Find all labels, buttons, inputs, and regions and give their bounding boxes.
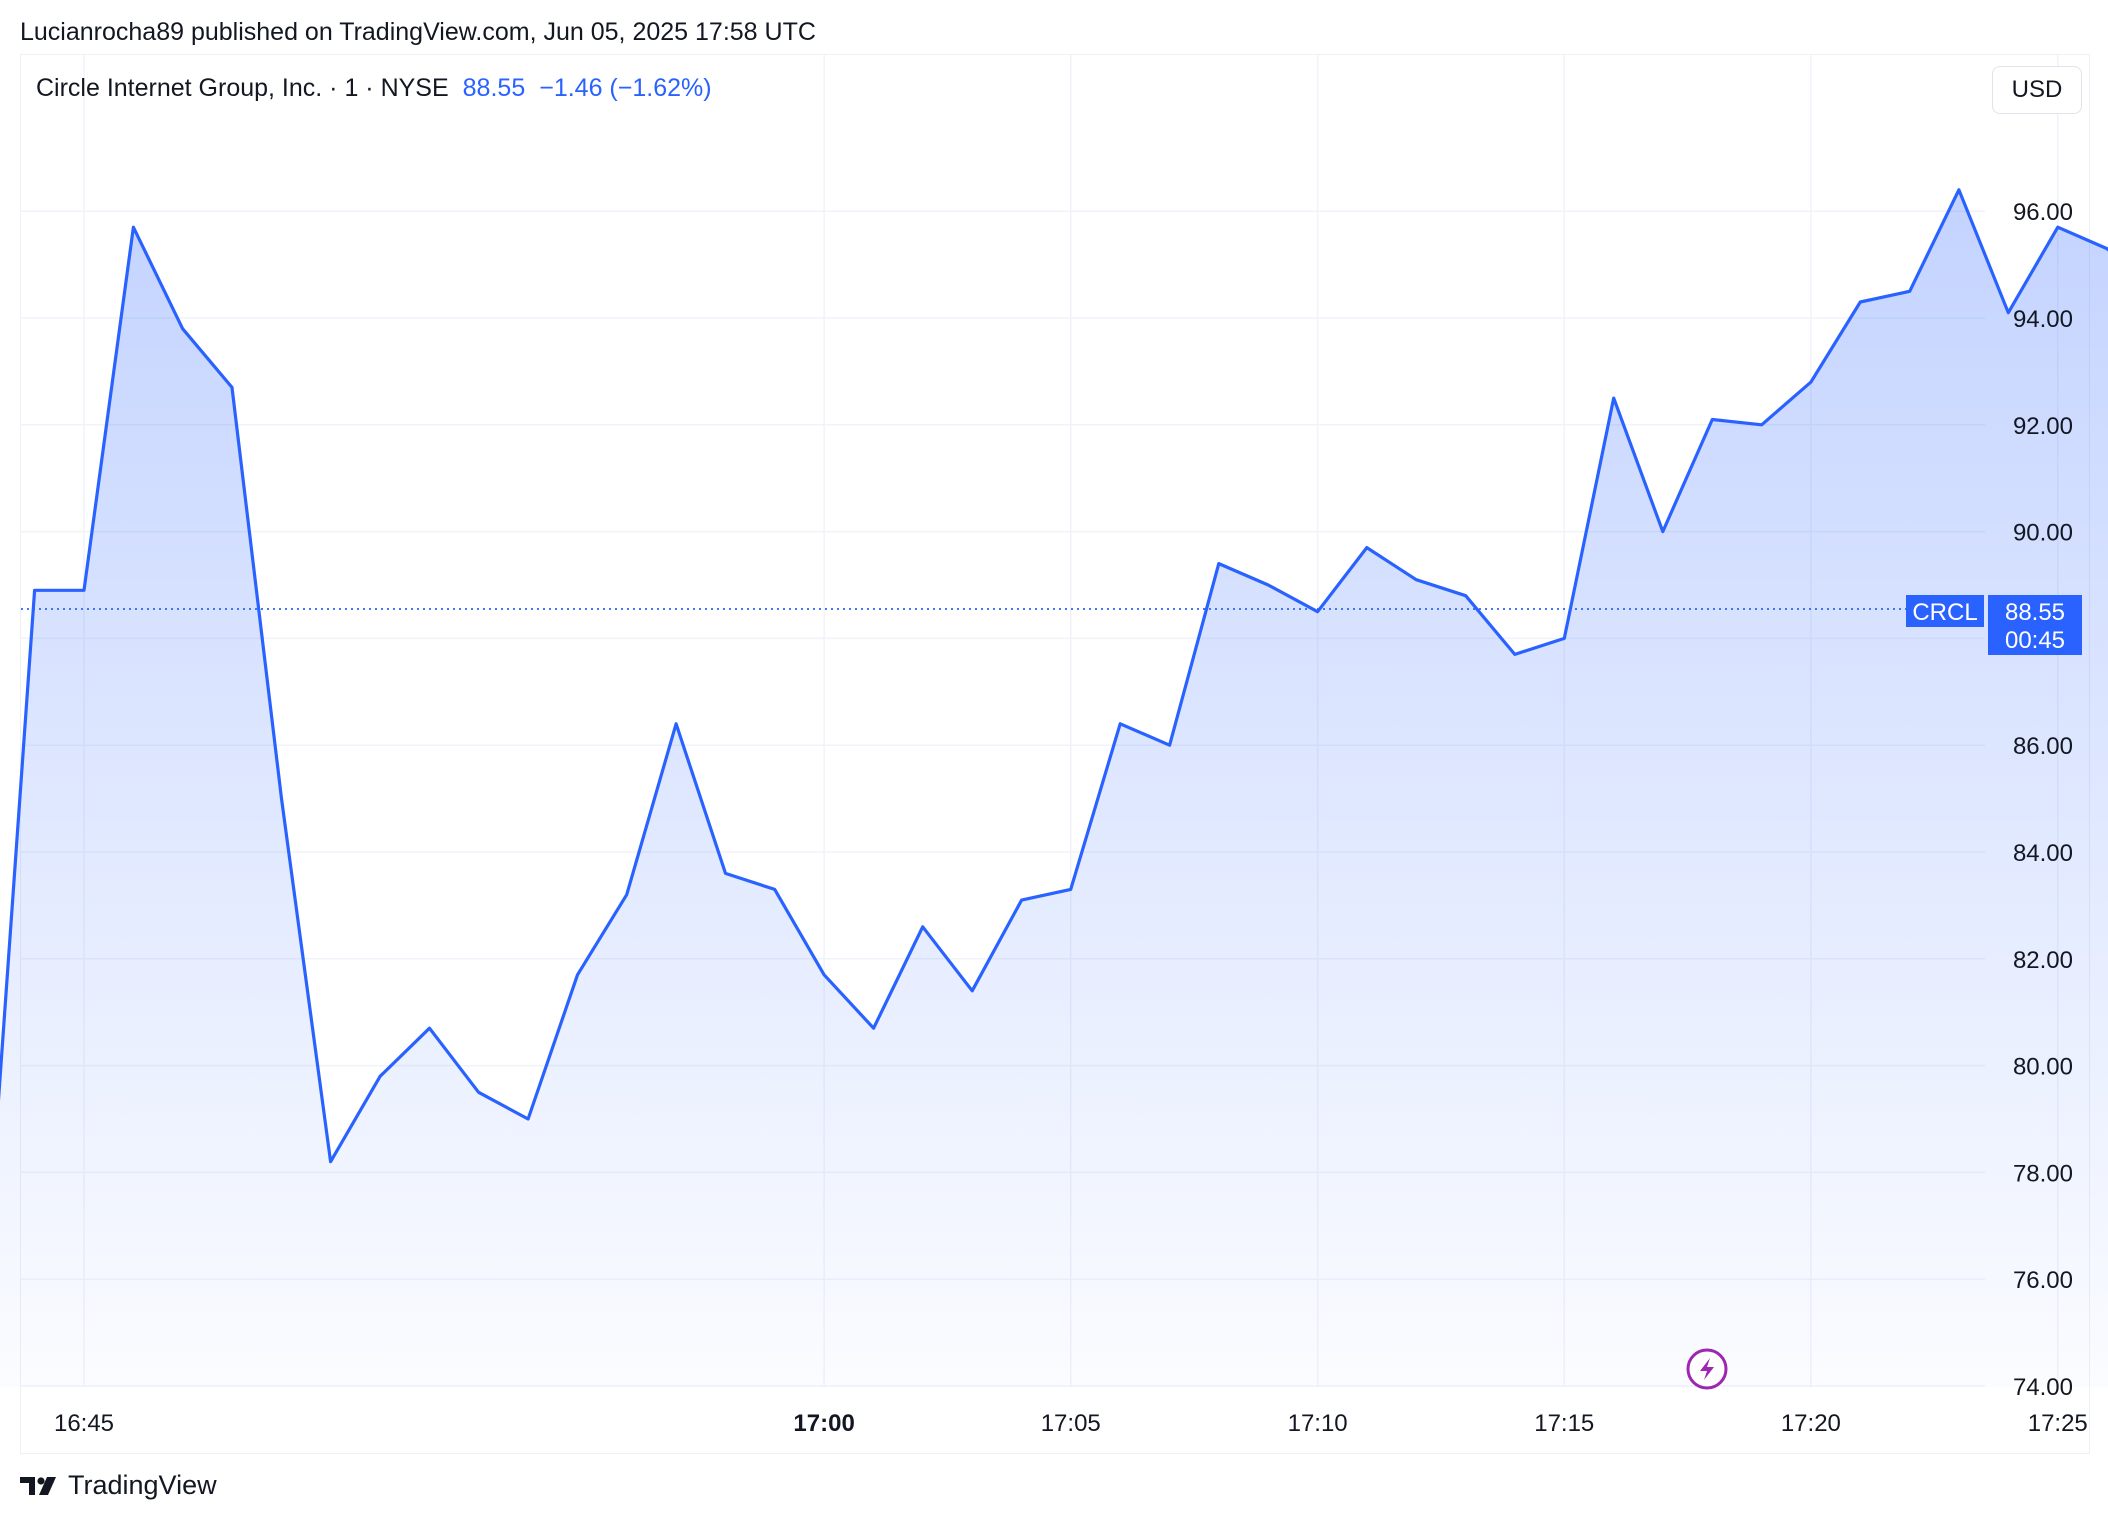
legend-price: 88.55 [462,74,526,102]
footer-brand[interactable]: TradingView [20,1470,217,1501]
y-tick-label: 78.00 [2013,1160,2073,1187]
y-tick-label: 84.00 [2013,840,2073,867]
x-tick-label: 17:05 [1041,1410,1101,1437]
x-tick-label: 16:45 [54,1410,114,1437]
legend-change: −1.46 (−1.62%) [539,74,712,102]
currency-button[interactable]: USD [1992,66,2082,114]
y-tick-label: 94.00 [2013,306,2073,333]
x-tick-label: 17:00 [793,1410,854,1437]
x-tick-label: 17:25 [2028,1410,2088,1437]
price-chart[interactable]: 74.00 76.00 78.00 80.00 82.00 84.00 86.00 90.00… [0,0,2108,1470]
y-tick-label: 74.00 [2013,1374,2073,1401]
y-tick-label: 96.00 [2013,199,2073,226]
price-line-group [0,188,2108,1164]
price-area [0,189,2108,1387]
price-area-fill [0,189,2108,1387]
tradingview-logo-icon [20,1476,56,1495]
y-tick-label: 90.00 [2013,520,2073,547]
lightning-icon[interactable] [1686,1348,1728,1390]
y-tick-label: 76.00 [2013,1267,2073,1294]
x-axis[interactable]: 16:4517:0017:0517:1017:1517:2017:2517:30… [54,1410,2108,1437]
y-axis[interactable]: 74.00 76.00 78.00 80.00 82.00 84.00 86.00 90.00… [2013,199,2073,1401]
y-tick-label: 82.00 [2013,947,2073,974]
last-price-label: CRCL 88.55 00:45 [1906,595,2082,655]
y-tick-label: 80.00 [2013,1054,2073,1081]
x-tick-label: 17:20 [1781,1410,1841,1437]
price-label-bg [1988,595,2082,655]
y-tick-label: 92.00 [2013,413,2073,440]
x-tick-label: 17:10 [1288,1410,1348,1437]
price-label-value: 88.55 [2005,599,2065,626]
x-tick-label: 17:15 [1534,1410,1594,1437]
ticker-label: CRCL [1912,599,1977,626]
y-tick-label: 86.00 [2013,733,2073,760]
symbol-legend[interactable]: Circle Internet Group, Inc. · 1 · NYSE 88… [36,74,712,103]
ticker-label-bg [1906,595,1984,627]
price-label-countdown: 00:45 [2005,627,2065,654]
price-line [0,188,2108,1164]
symbol-title: Circle Internet Group, Inc. · 1 · NYSE [36,74,449,102]
publisher-line: Lucianrocha89 published on TradingView.c… [20,18,816,46]
footer-brand-label: TradingView [68,1470,217,1500]
